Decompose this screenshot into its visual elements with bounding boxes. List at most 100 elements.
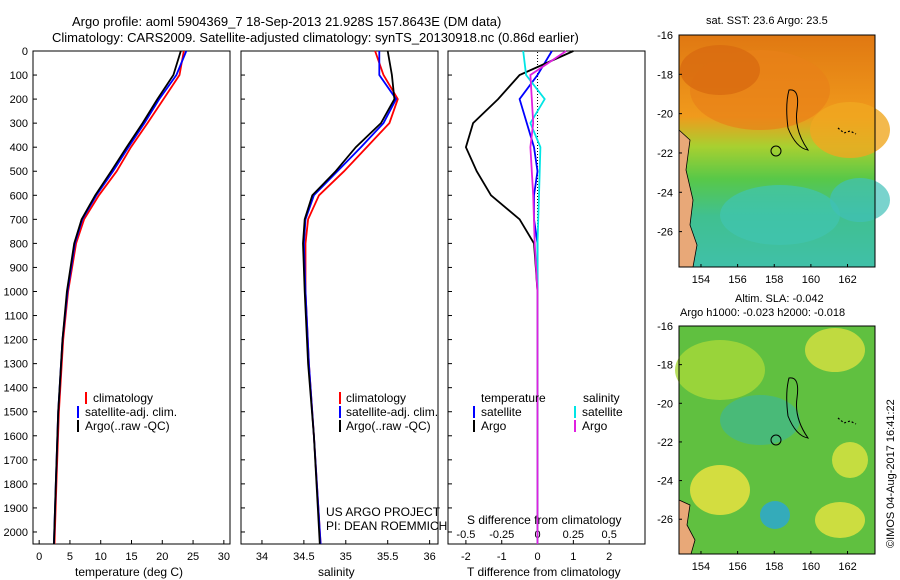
lon-tick-label: 156 bbox=[728, 561, 746, 573]
difference-series bbox=[464, 50, 574, 544]
title-line-1: Argo profile: aoml 5904369_7 18-Sep-2013… bbox=[72, 14, 501, 29]
sst-cool-patch bbox=[720, 185, 840, 245]
sla-map-subtitle: Argo h1000: -0.023 h2000: -0.018 bbox=[680, 307, 845, 319]
sst-map-frame bbox=[678, 34, 876, 268]
series-line-climatology bbox=[304, 50, 399, 545]
salinity-x-ticks: 34 34.5 35 35.5 36 bbox=[256, 540, 436, 563]
temperature-legend: climatology satellite-adj. clim. Argo(..… bbox=[77, 391, 177, 433]
sst-warm-core bbox=[680, 45, 760, 95]
temperature-axis-label: temperature (deg C) bbox=[75, 565, 183, 579]
salinity-panel-frame bbox=[240, 50, 439, 545]
legend-label-climatology: climatology bbox=[93, 391, 153, 405]
series-line-climatology bbox=[53, 50, 185, 545]
legend-label-satellite: satellite-adj. clim. bbox=[346, 405, 438, 419]
depth-tick-label: 1900 bbox=[4, 503, 28, 515]
lon-tick-label: 154 bbox=[692, 561, 710, 573]
lon-tick-label: 162 bbox=[838, 561, 856, 573]
sla-high-sw bbox=[690, 465, 750, 515]
difference-legend: temperature salinity satellite Argo sate… bbox=[473, 391, 623, 433]
lat-tick-label: -20 bbox=[657, 398, 673, 410]
s-tick-label: -0.5 bbox=[456, 529, 475, 541]
depth-tick-label: 200 bbox=[10, 94, 28, 106]
salinity-series bbox=[302, 50, 399, 545]
x-tick-label: 2 bbox=[606, 551, 612, 563]
lat-tick-label: -22 bbox=[657, 437, 673, 449]
s-diff-x-ticks: -0.5-0.2500.250.5 bbox=[456, 529, 616, 541]
diff-series-3 bbox=[529, 50, 567, 544]
lat-tick-label: -24 bbox=[657, 187, 673, 199]
legend-label-argo: Argo(..raw -QC) bbox=[346, 419, 431, 433]
depth-tick-label: 300 bbox=[10, 118, 28, 130]
title-line-2: Climatology: CARS2009. Satellite-adjuste… bbox=[52, 30, 579, 45]
depth-tick-label: 1800 bbox=[4, 479, 28, 491]
x-tick-label: 25 bbox=[187, 551, 199, 563]
x-tick-label: 35 bbox=[340, 551, 352, 563]
depth-tick-label: 1500 bbox=[4, 407, 28, 419]
lat-tick-label: -22 bbox=[657, 148, 673, 160]
lon-tick-label: 160 bbox=[802, 561, 820, 573]
x-tick-label: 35.5 bbox=[377, 551, 398, 563]
depth-tick-label: 100 bbox=[10, 70, 28, 82]
x-tick-label: 1 bbox=[570, 551, 576, 563]
legend-label-climatology: climatology bbox=[346, 391, 406, 405]
sla-map-y-ticks: -16 -18 -20 -22 -24 -26 bbox=[657, 321, 682, 526]
s-tick-label: 0.25 bbox=[563, 529, 584, 541]
s-tick-label: 0.5 bbox=[602, 529, 617, 541]
legend-label-s-satellite: satellite bbox=[582, 405, 623, 419]
depth-tick-label: 800 bbox=[10, 238, 28, 250]
argo-location-marker bbox=[770, 145, 782, 157]
t-diff-axis-label: T difference from climatology bbox=[467, 565, 621, 579]
x-tick-label: 5 bbox=[67, 551, 73, 563]
sst-cool-east bbox=[830, 178, 890, 222]
lon-tick-label: 160 bbox=[802, 274, 820, 286]
sst-map-title: sat. SST: 23.6 Argo: 23.5 bbox=[706, 15, 828, 27]
imos-timestamp: ©IMOS 04-Aug-2017 16:41:22 bbox=[885, 399, 897, 548]
reef-outline bbox=[837, 417, 857, 425]
depth-tick-label: 900 bbox=[10, 262, 28, 274]
x-tick-label: 34.5 bbox=[293, 551, 314, 563]
legend-label-t-satellite: satellite bbox=[481, 405, 522, 419]
tick-marks bbox=[33, 50, 452, 533]
sla-low-south bbox=[760, 501, 790, 529]
series-line-satellite-adj bbox=[302, 51, 398, 545]
lat-tick-label: -26 bbox=[657, 514, 673, 526]
s-diff-axis-label: S difference from climatology bbox=[467, 513, 622, 527]
lon-tick-label: 158 bbox=[765, 274, 783, 286]
diff-series-1 bbox=[464, 50, 574, 544]
depth-tick-label: 400 bbox=[10, 142, 28, 154]
sla-high-se bbox=[815, 502, 865, 538]
salinity-legend: climatology satellite-adj. clim. Argo(..… bbox=[326, 391, 447, 533]
sst-map bbox=[678, 34, 890, 268]
sla-map bbox=[675, 325, 876, 555]
sla-map-x-ticks: 154 156 158 160 162 bbox=[692, 551, 857, 573]
x-tick-label: 0 bbox=[36, 551, 42, 563]
temperature-panel-frame bbox=[32, 50, 231, 545]
x-tick-label: 34 bbox=[256, 551, 268, 563]
depth-tick-label: 1400 bbox=[4, 383, 28, 395]
lon-tick-label: 158 bbox=[765, 561, 783, 573]
lon-tick-label: 162 bbox=[838, 274, 856, 286]
depth-tick-label: 500 bbox=[10, 166, 28, 178]
depth-tick-label: 1600 bbox=[4, 431, 28, 443]
depth-tick-label: 1700 bbox=[4, 455, 28, 467]
series-line-satellite-adj bbox=[53, 50, 188, 545]
legend-label-satellite: satellite-adj. clim. bbox=[85, 405, 177, 419]
sla-low-patch bbox=[720, 395, 800, 445]
project-annotation: US ARGO PROJECT bbox=[326, 505, 441, 519]
lat-tick-label: -16 bbox=[657, 30, 673, 42]
depth-tick-label: 0 bbox=[22, 46, 28, 58]
lat-tick-label: -18 bbox=[657, 69, 673, 81]
legend-label-s-argo: Argo bbox=[582, 419, 608, 433]
sla-high-ne bbox=[805, 328, 865, 372]
pi-annotation: PI: DEAN ROEMMICH bbox=[326, 519, 447, 533]
x-tick-label: -2 bbox=[461, 551, 471, 563]
depth-tick-label: 2000 bbox=[4, 527, 28, 539]
lon-tick-label: 154 bbox=[692, 274, 710, 286]
lat-tick-label: -26 bbox=[657, 227, 673, 239]
temperature-x-ticks: 0 5 10 15 20 25 30 bbox=[36, 540, 230, 563]
x-tick-label: 30 bbox=[218, 551, 230, 563]
x-tick-label: 36 bbox=[423, 551, 435, 563]
lat-tick-label: -18 bbox=[657, 360, 673, 372]
legend-title-temperature: temperature bbox=[481, 391, 546, 405]
